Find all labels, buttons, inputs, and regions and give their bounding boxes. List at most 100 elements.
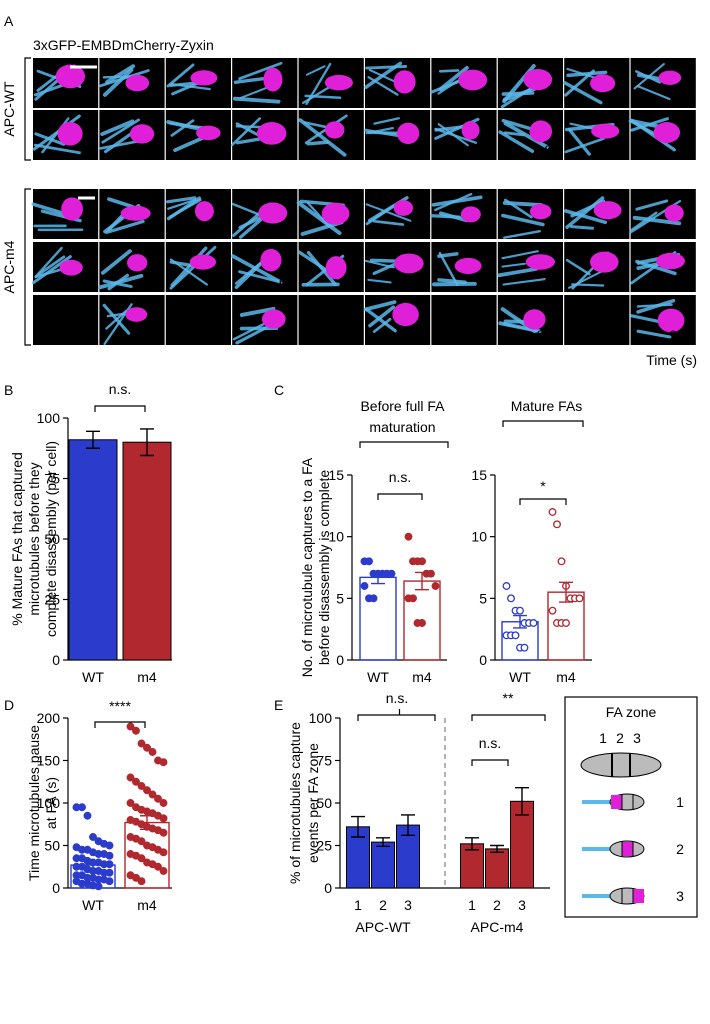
image-tile: 15 <box>231 189 298 239</box>
microtubule <box>296 200 342 236</box>
image-tile: 80 <box>431 110 497 160</box>
y-axis-label: events per FA zone <box>305 743 321 863</box>
data-point <box>159 828 168 837</box>
image-tile: 5 <box>99 58 165 108</box>
time-stamp: 0 <box>87 90 95 106</box>
image-tile: 50 <box>32 110 99 160</box>
adhesion <box>523 68 553 91</box>
microtubule <box>101 249 132 275</box>
data-point <box>557 557 566 566</box>
zone-row-label: 2 <box>676 841 684 857</box>
microtubule <box>501 250 539 260</box>
data-point <box>387 569 396 578</box>
adhesion <box>458 69 488 91</box>
image-tile: 85 <box>497 242 563 292</box>
adhesion <box>194 201 214 222</box>
image-tile: 55 <box>99 110 165 160</box>
time-stamp: 500 <box>271 327 295 343</box>
microtubule <box>501 91 535 96</box>
time-stamp: 70 <box>345 142 361 158</box>
microtubule <box>306 140 329 146</box>
microtubule <box>503 131 525 137</box>
significance-label: n.s. <box>389 469 412 485</box>
time-stamp: 20 <box>345 90 361 106</box>
tile-bg <box>33 295 99 345</box>
significance-bracket <box>94 405 146 412</box>
image-tile: 65 <box>230 110 298 160</box>
panel-label: E <box>274 697 283 713</box>
image-tile: ... <box>298 295 364 345</box>
x-tick-label: m4 <box>137 669 157 685</box>
adhesion <box>190 70 218 86</box>
image-tile: 645 <box>363 295 431 345</box>
data-point <box>575 594 584 603</box>
time-stamp: 55 <box>146 274 162 290</box>
data-point <box>418 557 426 566</box>
legend-box <box>564 696 698 918</box>
time-stamp: 835 <box>537 327 561 343</box>
microtubule <box>33 143 82 155</box>
time-stamp: 65 <box>279 274 295 290</box>
time-stamp: ... <box>193 311 205 327</box>
error-bar <box>351 815 365 838</box>
data-point <box>511 631 520 640</box>
microtubule <box>364 307 397 333</box>
data-point <box>409 594 417 603</box>
microtubule <box>166 196 201 221</box>
y-tick-label: 5 <box>336 590 344 606</box>
data-point <box>105 868 114 877</box>
condition-label: APC-WT <box>1 81 17 137</box>
microtubule <box>437 252 459 258</box>
time-stamp: 20 <box>345 221 361 237</box>
time-stamp: 40 <box>611 221 627 237</box>
microtubule <box>565 196 605 229</box>
y-axis-label: complete disassembly (per cell) <box>43 441 59 637</box>
data-point <box>562 619 570 627</box>
y-axis-label: % Mature FAs that captured <box>9 452 25 626</box>
microtubule <box>504 198 533 219</box>
tile-bg <box>564 295 630 345</box>
y-tick-label: 75 <box>44 471 60 487</box>
y-tick-label: 10 <box>471 529 487 545</box>
panel-label: D <box>4 697 14 713</box>
y-tick-label: 50 <box>316 795 332 811</box>
zone-row-label: 3 <box>676 888 684 904</box>
significance-label: * <box>540 478 546 494</box>
zone-highlight <box>622 842 633 856</box>
data-point <box>369 594 378 603</box>
x-tick-label: WT <box>367 669 389 685</box>
bar <box>371 841 395 889</box>
data-point <box>520 643 529 652</box>
data-point <box>126 799 135 807</box>
tile-bg <box>431 295 497 345</box>
microtubule <box>502 277 547 286</box>
data-point <box>548 508 557 516</box>
microtubule <box>633 63 665 90</box>
adhesion <box>454 257 482 275</box>
microtubule <box>31 202 68 216</box>
image-tile: 60 <box>165 110 231 160</box>
image-tile: 40 <box>563 189 630 239</box>
zone-row-label: 1 <box>676 794 684 810</box>
adhesion <box>664 204 684 222</box>
microtubule <box>239 306 276 317</box>
zone-number: 1 <box>599 730 607 746</box>
microtubule <box>169 245 217 290</box>
data-point <box>137 739 146 748</box>
time-stamp: 10 <box>212 90 228 106</box>
significance-label: n.s. <box>479 735 502 751</box>
data-point <box>132 777 140 786</box>
data-point <box>143 786 151 795</box>
image-tile: 500 <box>232 295 298 345</box>
image-tile: 25 <box>364 58 431 108</box>
microtubule <box>165 196 197 204</box>
microtubule <box>105 64 136 84</box>
adhesion <box>590 74 616 93</box>
time-stamp: 5 <box>154 90 162 106</box>
microtubule <box>235 326 267 345</box>
image-tile: 90 <box>564 242 630 292</box>
adhesion <box>653 122 681 143</box>
adhesion <box>55 64 86 89</box>
zone-number: 3 <box>633 730 641 746</box>
significance-label: ** <box>503 690 514 706</box>
